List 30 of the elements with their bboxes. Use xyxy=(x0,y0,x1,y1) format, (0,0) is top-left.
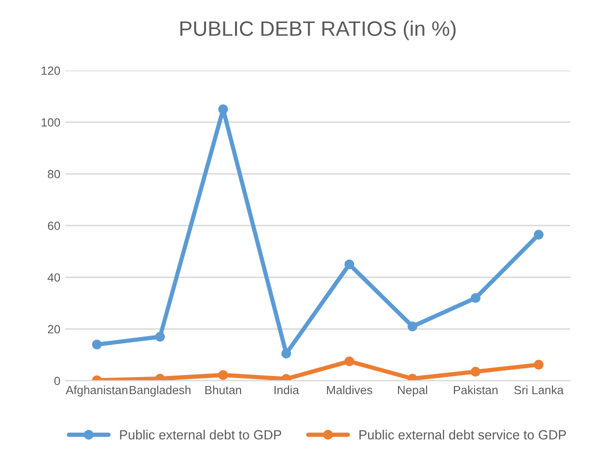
y-tick-label: 120 xyxy=(42,66,60,75)
legend-label: Public external debt to GDP xyxy=(120,430,282,440)
x-tick-label: India xyxy=(274,386,300,394)
x-tick-label: Bhutan xyxy=(205,386,242,394)
point xyxy=(534,360,544,370)
y-tick-label: 0 xyxy=(54,376,60,386)
chart-title: PUBLIC DEBT RATIOS (in %) xyxy=(180,20,456,40)
point xyxy=(92,340,102,350)
point xyxy=(470,366,480,377)
x-tick-label: Nepal xyxy=(398,386,428,397)
x-tick-label: Afghanistan xyxy=(66,386,128,397)
point xyxy=(218,370,228,380)
y-tick-label: 60 xyxy=(48,222,60,230)
point xyxy=(344,260,354,270)
x-tick-label: Maldives xyxy=(327,386,372,394)
point xyxy=(155,332,165,342)
legend-label: Public external debt service to GDP xyxy=(359,430,566,440)
point xyxy=(534,230,544,240)
y-tick-label: 20 xyxy=(48,325,60,334)
x-tick-label: Sri Lanka xyxy=(514,386,564,394)
point xyxy=(470,293,480,303)
y-tick-label: 100 xyxy=(42,118,60,127)
x-tick-label: Bangladesh xyxy=(130,386,190,397)
point xyxy=(344,356,354,366)
y-tick-label: 80 xyxy=(48,170,60,178)
point xyxy=(281,348,292,358)
point xyxy=(408,322,418,332)
y-tick-label: 40 xyxy=(48,273,60,282)
x-tick-label: Pakistan xyxy=(454,386,498,394)
point xyxy=(218,104,228,114)
